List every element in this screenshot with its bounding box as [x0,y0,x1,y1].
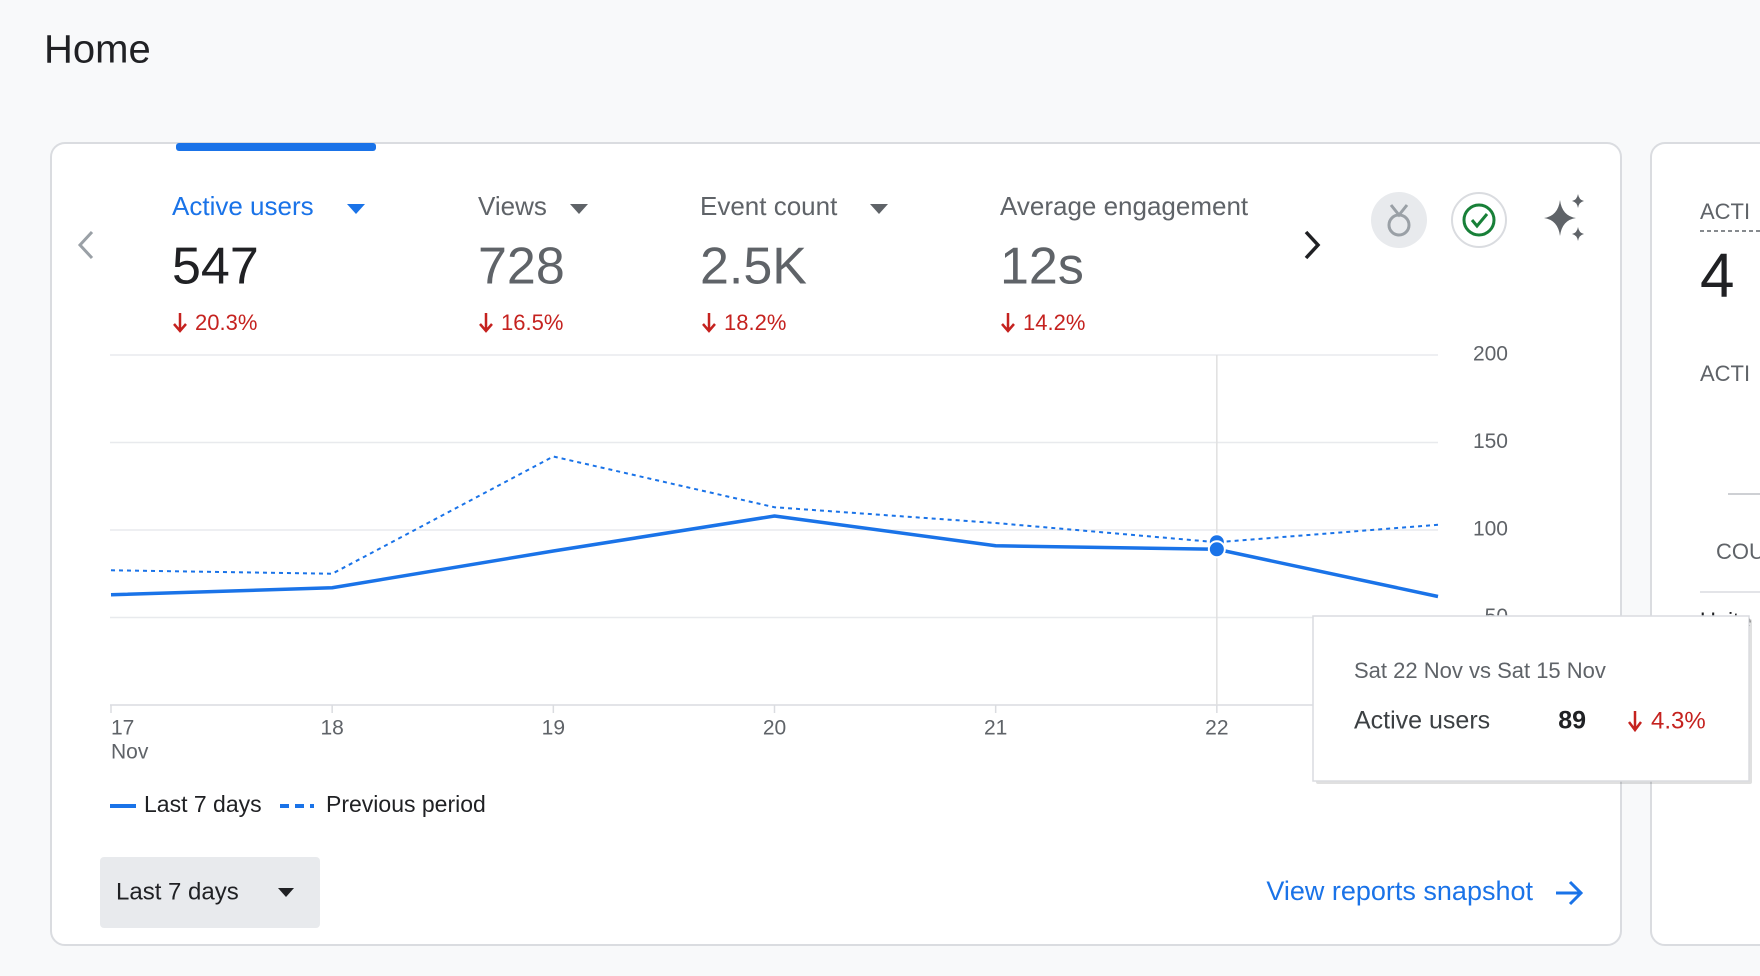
side-value: 4 [1700,241,1734,310]
metric-value: 12s [1000,238,1084,296]
metric-label: Event count [700,191,838,221]
metric-change: 20.3% [195,310,257,335]
date-range-label: Last 7 days [116,878,239,905]
metric-label: Average engagement [1000,191,1249,221]
dropdown-icon [570,204,588,214]
metric-label: Active users [172,191,314,221]
side-column: COU [1716,539,1760,564]
next-arrow[interactable] [1304,230,1321,260]
link-label: View reports snapshot [1266,876,1533,906]
x-tick-label: 20 [763,717,786,740]
metric-label: Views [478,191,547,221]
metric-change: 18.2% [724,310,786,335]
metric-change: 14.2% [1023,310,1085,335]
x-tick-label: 22 [1205,717,1228,740]
legend-label: Previous period [326,791,486,817]
legend-label: Last 7 days [144,791,262,817]
view-reports-link[interactable]: View reports snapshot [1266,876,1584,906]
tooltip-title: Sat 22 Nov vs Sat 15 Nov [1354,658,1606,683]
tooltip-change: 4.3% [1651,707,1706,734]
series-line [110,455,1439,575]
down-arrow [173,313,187,333]
status-icon[interactable] [1451,192,1507,248]
tooltip: Sat 22 Nov vs Sat 15 Nov Active users 89… [1312,615,1752,784]
down-arrow [702,313,716,333]
metric[interactable]: Active users 547 20.3% [172,191,365,335]
metric[interactable]: Views 728 16.5% [478,191,588,335]
x-tick-label: 19 [542,717,565,740]
side-heading: ACTI [1700,199,1750,224]
x-tick-label: 18 [320,717,343,740]
down-arrow [1001,313,1015,333]
dropdown-icon [347,204,365,214]
metric-value: 2.5K [700,238,807,296]
y-tick-label: 150 [1473,430,1508,453]
tab-indicator [176,143,376,151]
metric-change: 16.5% [501,310,563,335]
date-range-button[interactable]: Last 7 days [100,857,320,928]
badge-icon[interactable] [1371,192,1427,248]
plot: 50100150200171819202122Nov [110,343,1508,764]
tooltip-label: Active users [1354,707,1490,735]
x-tick-label: 17 [111,717,134,740]
side-subheading: ACTI [1700,361,1750,386]
hover-point [1207,540,1226,559]
metric[interactable]: Average engagement 12s 14.2% [1000,191,1249,335]
page-title: Home [44,28,151,72]
metric-value: 728 [478,238,565,296]
metric[interactable]: Event count 2.5K 18.2% [700,191,888,335]
legend: Last 7 days Previous period [110,791,486,817]
insights-icon[interactable] [1544,194,1584,241]
prev-arrow[interactable] [77,230,94,260]
x-sublabel: Nov [111,741,149,764]
down-arrow [479,313,493,333]
down-arrow [1628,711,1642,733]
dropdown-icon [870,204,888,214]
x-tick-label: 21 [984,717,1007,740]
tooltip-value: 89 [1558,707,1586,735]
metric-value: 547 [172,238,259,296]
y-tick-label: 200 [1473,343,1508,366]
card [50,142,1622,946]
y-tick-label: 100 [1473,518,1508,541]
